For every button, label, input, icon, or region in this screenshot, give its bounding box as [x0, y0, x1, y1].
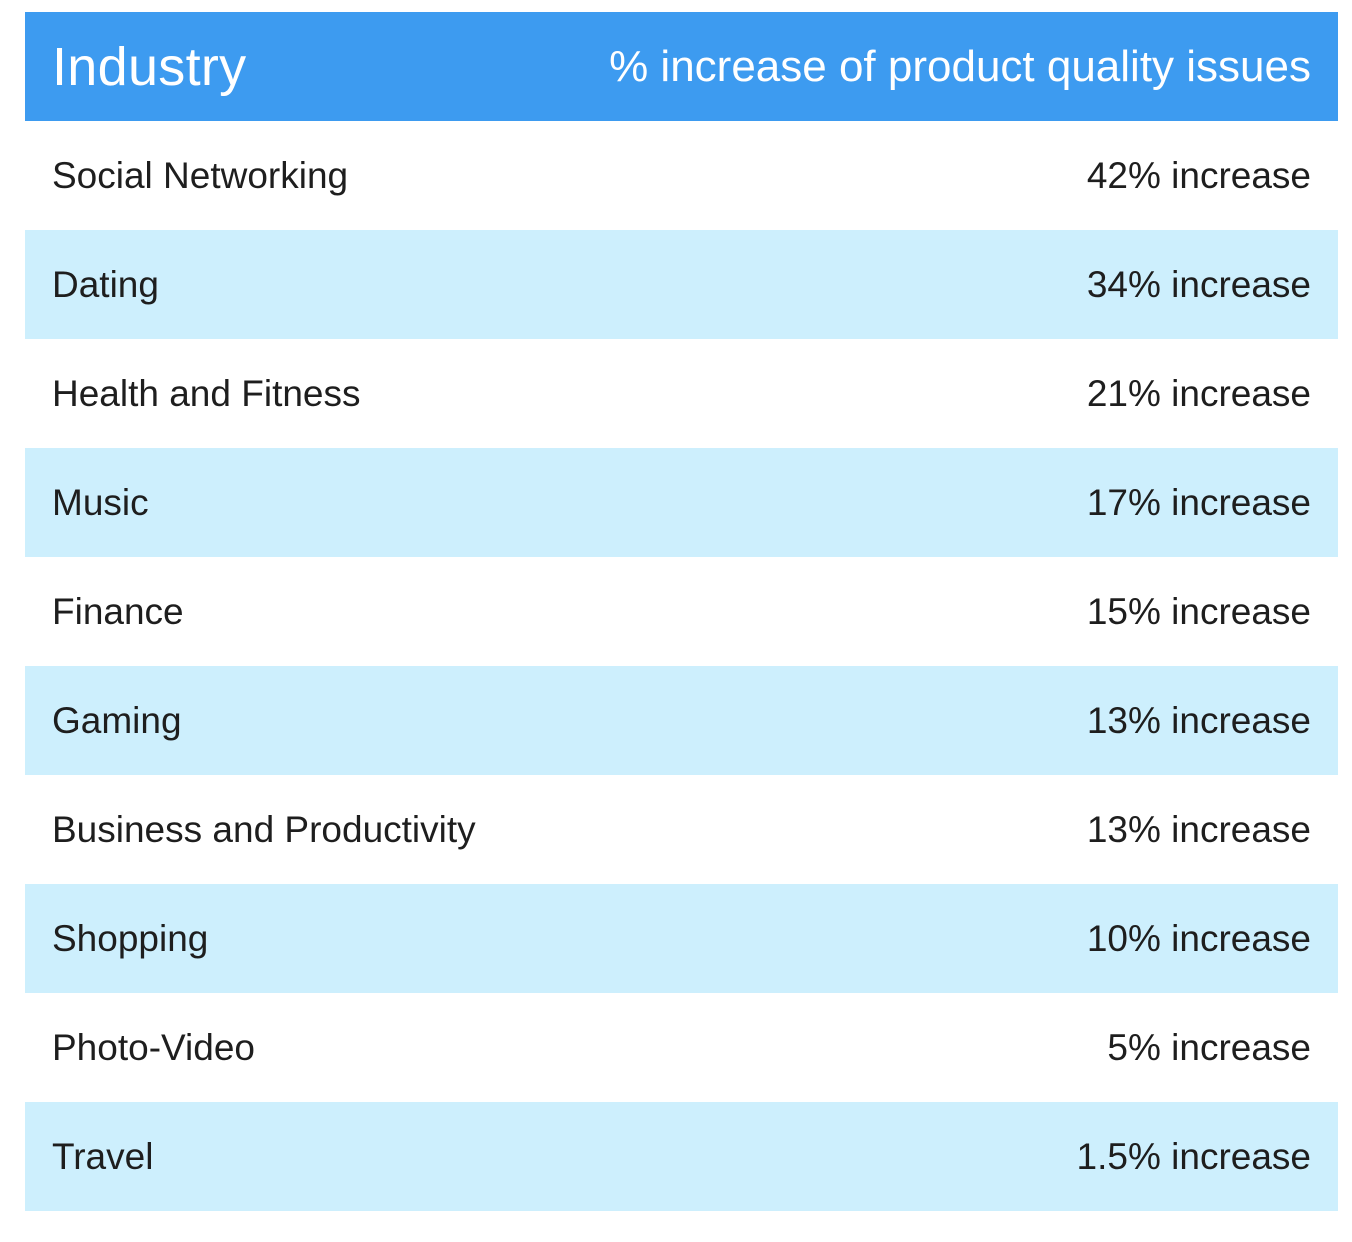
table-header: Industry % increase of product quality i… — [25, 12, 1338, 121]
industry-cell: Photo-Video — [52, 1026, 255, 1068]
table-row: Shopping 10% increase — [25, 884, 1338, 993]
industry-cell: Health and Fitness — [52, 372, 361, 414]
industry-cell: Travel — [52, 1135, 154, 1177]
industry-cell: Social Networking — [52, 154, 349, 196]
industry-table: Industry % increase of product quality i… — [25, 12, 1338, 1211]
industry-cell: Gaming — [52, 699, 182, 741]
table-row: Dating 34% increase — [25, 230, 1338, 339]
table-row: Business and Productivity 13% increase — [25, 775, 1338, 884]
table-row: Music 17% increase — [25, 448, 1338, 557]
increase-cell: 5% increase — [1107, 1026, 1311, 1068]
column-header-industry: Industry — [52, 36, 247, 97]
table-body: Social Networking 42% increase Dating 34% i… — [25, 121, 1338, 1211]
table-row: Health and Fitness 21% increase — [25, 339, 1338, 448]
table-row: Photo-Video 5% increase — [25, 993, 1338, 1102]
industry-cell: Finance — [52, 590, 184, 632]
increase-cell: 17% increase — [1086, 481, 1311, 523]
increase-cell: 13% increase — [1086, 808, 1311, 850]
increase-cell: 21% increase — [1086, 372, 1311, 414]
industry-cell: Music — [52, 481, 149, 523]
increase-cell: 34% increase — [1086, 263, 1311, 305]
table-row: Social Networking 42% increase — [25, 121, 1338, 230]
increase-cell: 13% increase — [1086, 699, 1311, 741]
table-row: Gaming 13% increase — [25, 666, 1338, 775]
industry-cell: Shopping — [52, 917, 209, 959]
industry-cell: Dating — [52, 263, 159, 305]
increase-cell: 42% increase — [1086, 154, 1311, 196]
column-header-increase: % increase of product quality issues — [609, 41, 1311, 91]
industry-cell: Business and Productivity — [52, 808, 476, 850]
increase-cell: 15% increase — [1086, 590, 1311, 632]
increase-cell: 10% increase — [1086, 917, 1311, 959]
table-row: Finance 15% increase — [25, 557, 1338, 666]
table-row: Travel 1.5% increase — [25, 1102, 1338, 1211]
increase-cell: 1.5% increase — [1076, 1135, 1311, 1177]
